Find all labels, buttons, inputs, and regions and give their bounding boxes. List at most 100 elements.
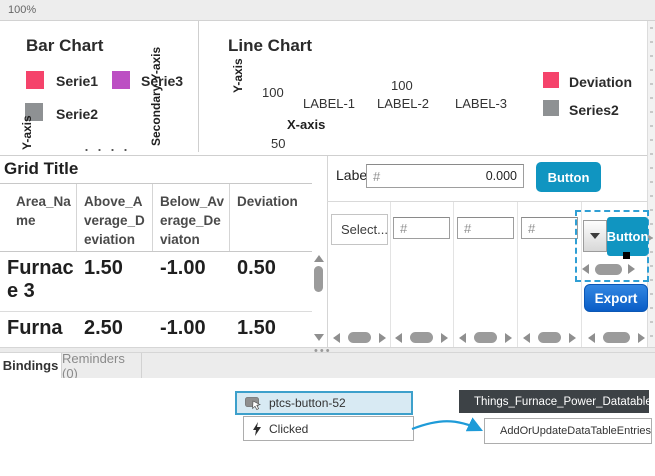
number-value: 0.000 [485, 169, 517, 183]
column-header: Above_Average_Deviation [77, 184, 153, 251]
section-divider [0, 155, 647, 156]
column-scrollbar[interactable] [333, 332, 386, 343]
column-divider [517, 202, 518, 347]
number-placeholder: # [373, 168, 381, 184]
bindings-panel: ptcs-button-52 Clicked Things_Furnace_Po… [0, 378, 655, 476]
binding-arrow [411, 417, 483, 432]
line-chart-widget[interactable]: Line Chart Y-axis 100 100 LABEL-1 LABEL-… [199, 21, 647, 155]
panel-divider [198, 21, 199, 152]
legend-swatch [543, 100, 559, 116]
row-divider [327, 201, 647, 202]
cell-above-average: 2.50 [84, 317, 123, 339]
binding-source-widget[interactable]: ptcs-button-52 [235, 391, 413, 415]
binding-service[interactable]: AddOrUpdateDataTableEntries [484, 418, 652, 444]
scroll-left-icon[interactable] [523, 332, 530, 343]
grid-widget[interactable]: Grid Title Area_Name Above_Average_Devia… [0, 157, 326, 347]
number-placeholder: # [528, 220, 536, 236]
bar-chart-secondary-y-axis-label: Secondary Y-axis [149, 46, 163, 146]
submit-button[interactable]: Button [536, 162, 601, 192]
column-header: Deviation [237, 194, 298, 209]
scroll-left-icon[interactable] [459, 332, 466, 343]
scrollbar-thumb[interactable] [595, 263, 622, 275]
column-scrollbar[interactable] [395, 332, 448, 343]
scrollbar-thumb[interactable] [474, 332, 497, 343]
legend-swatch [543, 72, 559, 88]
tab-label: Bindings [2, 358, 59, 373]
column-scrollbar[interactable] [587, 332, 645, 343]
legend-swatch [112, 71, 130, 89]
legend-swatch [25, 103, 43, 121]
column-scrollbar[interactable] [523, 332, 576, 343]
resize-handle[interactable] [623, 252, 630, 259]
scroll-left-icon[interactable] [582, 264, 589, 274]
scrollbar-thumb[interactable] [602, 332, 630, 343]
binding-event[interactable]: Clicked [243, 416, 414, 441]
widget-name: ptcs-button-52 [269, 396, 346, 410]
scrollbar-thumb[interactable] [314, 266, 323, 292]
zoom-toolbar [0, 0, 655, 21]
number-input[interactable]: # 0.000 [366, 164, 524, 188]
number-input[interactable]: # [457, 217, 514, 239]
scroll-right-icon[interactable] [628, 264, 635, 274]
scroll-right-icon[interactable] [637, 332, 645, 343]
number-input[interactable]: # [393, 217, 450, 239]
scroll-up-icon[interactable] [314, 255, 324, 262]
scroll-left-icon[interactable] [395, 332, 402, 343]
cell-area-name: Furnace 3 [7, 257, 74, 302]
number-placeholder: # [400, 220, 408, 236]
tab-label: Reminders (0) [62, 350, 125, 381]
bar-chart-y-axis-label: Y-axis [20, 115, 34, 150]
legend-swatch [26, 71, 44, 89]
scroll-right-icon[interactable] [648, 234, 653, 242]
table-row[interactable]: Furna 2.50 -1.00 1.50 [0, 312, 312, 345]
x-label-1: LABEL-1 [303, 96, 356, 111]
chevron-down-icon [590, 233, 600, 239]
table-row[interactable]: Furnace 3 1.50 -1.00 0.50 [0, 252, 312, 312]
number-input[interactable]: # [521, 217, 578, 239]
y-tick-100: 100 [262, 85, 284, 100]
scroll-down-icon[interactable] [314, 334, 324, 341]
scroll-left-icon[interactable] [333, 332, 340, 343]
scroll-right-icon[interactable] [505, 332, 512, 343]
scrollbar-thumb[interactable] [538, 332, 561, 343]
x-label-3: LABEL-3 [455, 96, 508, 111]
cell-below-average: -1.00 [160, 257, 206, 279]
scrollbar-thumb[interactable] [410, 332, 433, 343]
column-header: Below_Average_Deviaton [153, 184, 230, 251]
scroll-right-icon[interactable] [379, 332, 386, 343]
cell-deviation: 1.50 [237, 317, 276, 339]
scroll-left-icon[interactable] [587, 332, 595, 343]
grid-title: Grid Title [4, 159, 79, 178]
lightning-icon [253, 421, 261, 436]
legend-label: Deviation [569, 74, 633, 90]
scrollbar-thumb[interactable] [348, 332, 371, 343]
grid-header: Area_Name Above_Average_Deviation Below_… [0, 183, 312, 252]
tab-reminders[interactable]: Reminders (0) [62, 350, 142, 381]
select-dropdown[interactable]: Select... [331, 214, 388, 245]
binding-target-entity[interactable]: Things_Furnace_Power_Datatable2 [459, 390, 655, 413]
entity-name: Things_Furnace_Power_Datatable2 [474, 395, 655, 408]
column-scrollbar[interactable] [459, 332, 512, 343]
legend-label: Serie2 [56, 106, 99, 122]
cell-below-average: -1.00 [160, 317, 206, 339]
scroll-right-icon[interactable] [569, 332, 576, 343]
legend-label: Serie3 [141, 73, 184, 89]
bar-chart-widget[interactable]: Bar Chart Serie1 Serie3 Serie2 Y-axis Se… [0, 21, 198, 155]
widget-scrollbar[interactable] [582, 262, 644, 276]
cell-area-name: Furna [7, 317, 63, 339]
button-widget-icon [245, 396, 262, 410]
splitter-bar[interactable] [0, 347, 655, 353]
tab-bindings[interactable]: Bindings [0, 353, 62, 378]
vertical-scroll-strip[interactable] [647, 21, 655, 347]
panel-divider [327, 156, 328, 347]
scroll-right-icon[interactable] [441, 332, 448, 343]
event-name: Clicked [269, 421, 309, 436]
button-dropdown-toggle[interactable] [583, 220, 607, 252]
legend-label: Series2 [569, 102, 619, 118]
line-chart-title: Line Chart [228, 36, 313, 55]
legend-label: Serie1 [56, 73, 99, 89]
selected-button-widget[interactable]: Button [607, 217, 648, 256]
export-button[interactable]: Export [584, 284, 648, 312]
column-header: Area_Name [0, 184, 77, 251]
